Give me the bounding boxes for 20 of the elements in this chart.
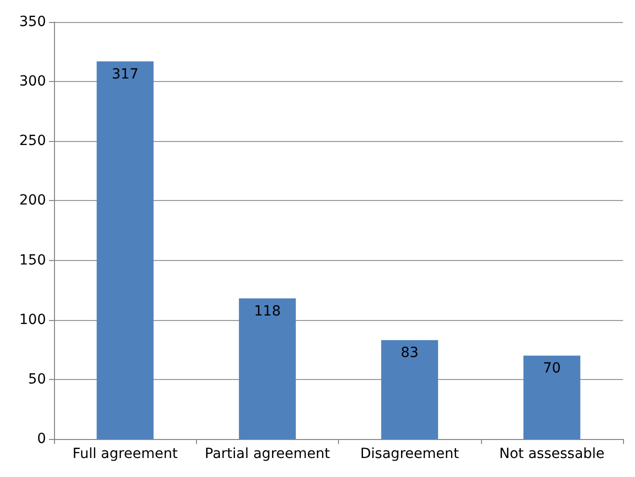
y-tick-label: 250 — [19, 133, 46, 150]
bar — [523, 356, 580, 439]
data-label: 118 — [254, 303, 281, 320]
x-tick-label: Disagreement — [360, 446, 460, 462]
x-tick-label: Not assessable — [499, 446, 605, 462]
y-tick-label: 150 — [19, 252, 46, 268]
y-tick-label: 300 — [19, 74, 46, 90]
y-tick-label: 0 — [37, 431, 46, 447]
x-tick-label: Full agreement — [72, 446, 178, 462]
bar — [96, 61, 154, 439]
data-label: 70 — [542, 360, 561, 377]
y-tick-label: 100 — [19, 312, 46, 328]
data-label: 83 — [400, 345, 419, 362]
bar — [238, 298, 296, 439]
y-tick-label: 200 — [19, 192, 46, 209]
y-tick-label: 350 — [19, 14, 46, 30]
y-tick-label: 50 — [28, 371, 46, 388]
data-label: 317 — [112, 66, 138, 82]
bar — [381, 340, 438, 439]
x-tick-label: Partial agreement — [204, 446, 330, 462]
